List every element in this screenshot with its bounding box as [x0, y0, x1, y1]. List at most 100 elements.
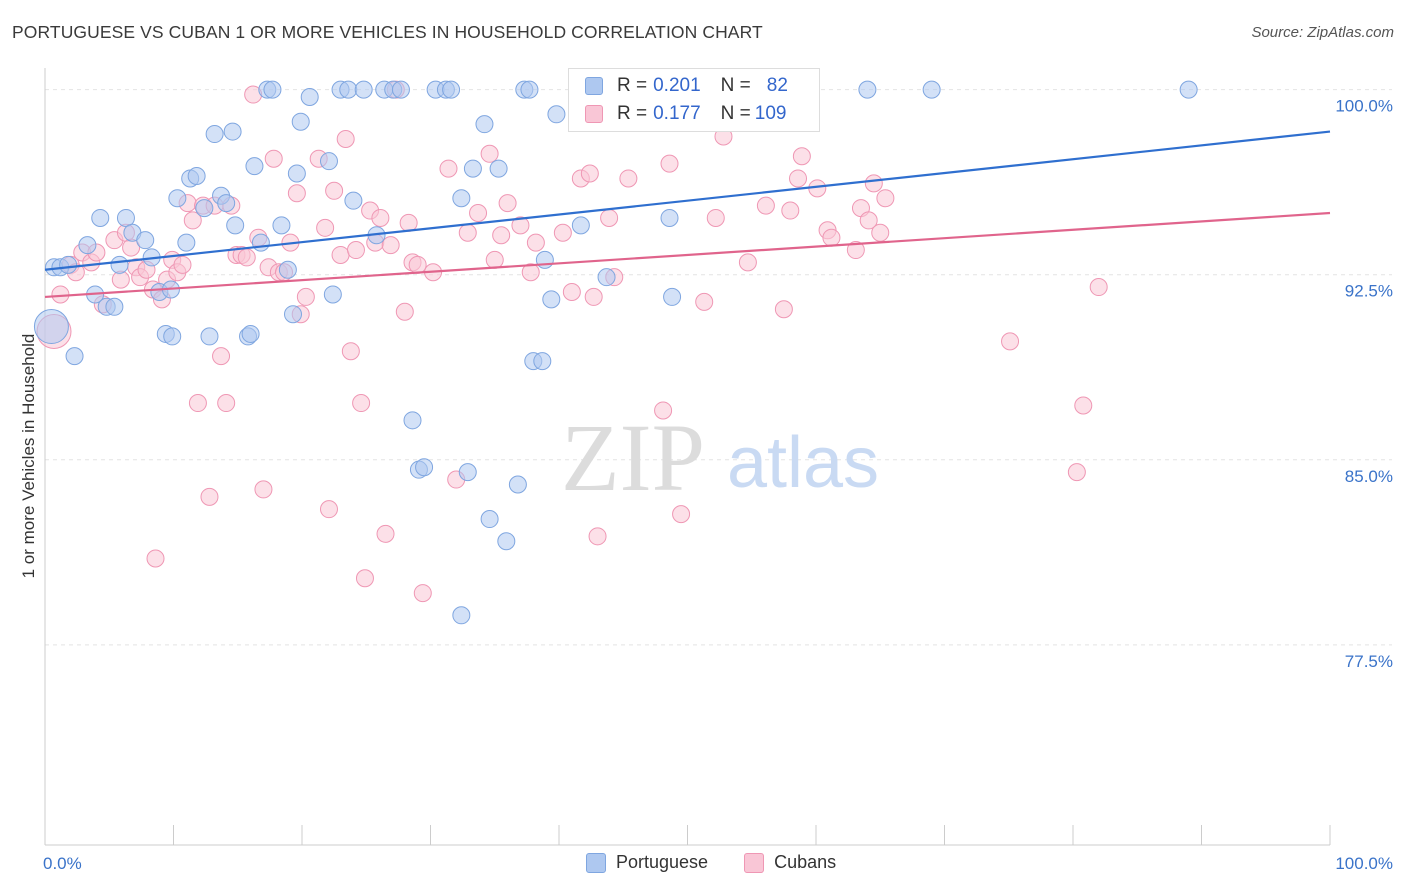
y-tick-label: 100.0%	[1335, 97, 1393, 116]
data-point-portuguese	[223, 122, 242, 141]
data-point-cubans	[413, 584, 432, 603]
legend-n-label: N =	[720, 75, 751, 96]
data-point-cubans	[1067, 463, 1086, 482]
data-point-portuguese	[284, 305, 303, 324]
data-point-cubans	[346, 241, 365, 260]
data-point-portuguese	[205, 125, 224, 144]
data-point-cubans	[846, 241, 865, 260]
data-point-cubans	[511, 216, 530, 235]
grid-lines	[45, 89, 1392, 646]
series-legend: Portuguese Cubans	[586, 852, 872, 873]
data-point-cubans	[864, 174, 883, 193]
data-point-portuguese	[241, 324, 260, 343]
data-point-cubans	[355, 569, 374, 588]
data-point-portuguese	[1179, 80, 1198, 99]
data-point-portuguese	[547, 105, 566, 124]
data-point-portuguese	[520, 80, 539, 99]
data-point-portuguese	[59, 255, 78, 274]
data-point-cubans	[562, 282, 581, 301]
data-point-cubans	[395, 302, 414, 321]
data-point-portuguese	[475, 115, 494, 134]
data-point-portuguese	[663, 287, 682, 306]
data-point-portuguese	[177, 233, 196, 252]
data-point-portuguese	[136, 231, 155, 250]
data-point-portuguese	[116, 208, 135, 227]
axes	[44, 68, 1331, 846]
data-point-cubans	[774, 300, 793, 319]
data-point-cubans	[352, 394, 371, 413]
legend-n-value: 109	[754, 103, 787, 124]
trend-line-portuguese	[44, 130, 1331, 271]
legend-item-portuguese[interactable]: Portuguese	[586, 852, 708, 873]
data-point-cubans	[319, 500, 338, 519]
data-point-portuguese	[163, 327, 182, 346]
data-point-cubans	[237, 248, 256, 267]
trend-line-cubans	[44, 211, 1331, 299]
legend-r-value: 0.201	[653, 75, 701, 96]
data-point-cubans	[619, 169, 638, 188]
data-point-cubans	[695, 292, 714, 311]
data-point-cubans	[173, 255, 192, 274]
data-point-cubans	[458, 223, 477, 242]
data-point-cubans	[584, 287, 603, 306]
data-point-cubans	[1074, 396, 1093, 415]
data-point-cubans	[200, 487, 219, 506]
data-point-cubans	[336, 129, 355, 148]
data-point-portuguese	[251, 233, 270, 252]
legend-label-portuguese: Portuguese	[616, 852, 709, 872]
x-tick-label: 100.0%	[1335, 854, 1393, 873]
data-point-portuguese	[278, 260, 297, 279]
data-point-cubans	[485, 250, 504, 269]
data-point-portuguese	[458, 463, 477, 482]
data-point-cubans	[521, 263, 540, 282]
y-tick-label: 77.5%	[1345, 652, 1393, 671]
legend-n-value: 82	[766, 75, 788, 96]
data-point-portuguese	[452, 606, 471, 625]
chart-source: Source: ZipAtlas.com	[1251, 24, 1394, 41]
data-point-cubans	[1089, 278, 1108, 297]
series-portuguese	[33, 80, 1198, 625]
data-point-cubans	[789, 169, 808, 188]
data-point-portuguese	[660, 208, 679, 227]
data-point-cubans	[756, 196, 775, 215]
data-point-cubans	[188, 394, 207, 413]
data-point-portuguese	[187, 166, 206, 185]
data-point-cubans	[381, 236, 400, 255]
y-tick-label: 92.5%	[1345, 282, 1393, 301]
legend-r-label: R =	[617, 103, 648, 124]
legend-label-cubans: Cubans	[774, 852, 837, 872]
data-point-portuguese	[195, 199, 214, 218]
watermark-atlas: atlas	[727, 423, 879, 503]
data-point-portuguese	[452, 189, 471, 208]
data-point-cubans	[580, 164, 599, 183]
data-point-portuguese	[463, 159, 482, 178]
data-point-portuguese	[319, 152, 338, 171]
data-point-portuguese	[168, 189, 187, 208]
legend-item-cubans[interactable]: Cubans	[744, 852, 836, 873]
chart-title: PORTUGUESE VS CUBAN 1 OR MORE VEHICLES I…	[12, 22, 763, 42]
data-point-cubans	[672, 505, 691, 524]
data-point-portuguese	[508, 475, 527, 494]
data-point-portuguese	[497, 532, 516, 551]
data-point-cubans	[146, 549, 165, 568]
data-point-cubans	[331, 245, 350, 264]
data-point-cubans	[781, 201, 800, 220]
legend-row-cubans: R = 0.177 N = 109	[585, 103, 786, 125]
watermark: ZIP atlas	[561, 404, 879, 511]
data-point-cubans	[316, 218, 335, 237]
data-point-portuguese	[200, 327, 219, 346]
data-point-cubans	[859, 211, 878, 230]
data-point-portuguese	[571, 216, 590, 235]
data-point-cubans	[217, 394, 236, 413]
data-point-portuguese	[291, 112, 310, 131]
legend-swatch-portuguese	[585, 77, 603, 95]
watermark-zip: ZIP	[561, 404, 705, 511]
data-point-portuguese	[339, 80, 358, 99]
legend-r-value: 0.177	[653, 103, 701, 124]
data-point-portuguese	[858, 80, 877, 99]
data-point-cubans	[526, 233, 545, 252]
tick-labels: 100.0% 92.5% 85.0% 77.5% 0.0% 100.0%	[43, 97, 1393, 873]
data-point-portuguese	[403, 411, 422, 430]
data-point-portuguese	[105, 297, 124, 316]
data-point-portuguese	[597, 268, 616, 287]
